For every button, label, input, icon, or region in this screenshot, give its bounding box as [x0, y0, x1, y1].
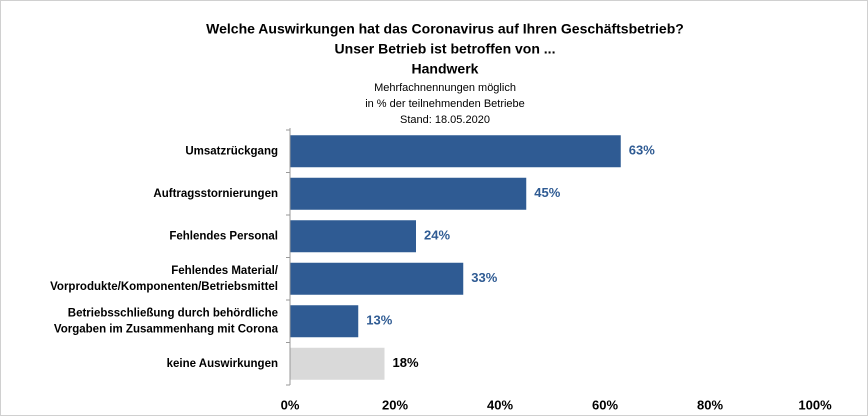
chart-subtitle: in % der teilnehmenden Betriebe	[365, 98, 525, 110]
bar	[290, 177, 527, 210]
bar	[290, 347, 385, 380]
chart-title: Welche Auswirkungen hat das Coronavirus …	[206, 21, 684, 37]
chart-title: Handwerk	[412, 61, 479, 77]
x-tick-label: 60%	[592, 397, 618, 412]
bar	[290, 220, 416, 253]
category-label: Betriebsschließung durch behördliche	[68, 307, 278, 319]
x-tick-label: 0%	[281, 397, 300, 412]
category-label: Vorprodukte/Komponenten/Betriebsmittel	[50, 281, 278, 293]
value-label: 63%	[629, 143, 655, 158]
x-tick-label: 20%	[382, 397, 408, 412]
value-label: 13%	[366, 313, 392, 328]
category-label: keine Auswirkungen	[167, 358, 278, 370]
value-label: 18%	[393, 355, 419, 370]
bar	[290, 262, 464, 295]
x-tick-label: 80%	[697, 397, 723, 412]
bar	[290, 305, 359, 338]
chart-title: Unser Betrieb ist betroffen von ...	[335, 41, 556, 57]
value-label: 33%	[471, 270, 497, 285]
category-label: Fehlendes Material/	[171, 265, 279, 277]
category-label: Auftragsstornierungen	[153, 188, 278, 200]
category-label: Umsatzrückgang	[185, 145, 278, 157]
category-label: Fehlendes Personal	[169, 230, 278, 242]
value-label: 24%	[424, 228, 450, 243]
category-label: Vorgaben im Zusammenhang mit Corona	[54, 323, 279, 335]
value-label: 45%	[534, 185, 560, 200]
x-tick-label: 100%	[798, 397, 832, 412]
chart-subtitle: Mehrfachnennungen möglich	[374, 82, 516, 94]
x-tick-label: 40%	[487, 397, 513, 412]
chart-subtitle: Stand: 18.05.2020	[400, 114, 490, 126]
bar	[290, 135, 621, 168]
